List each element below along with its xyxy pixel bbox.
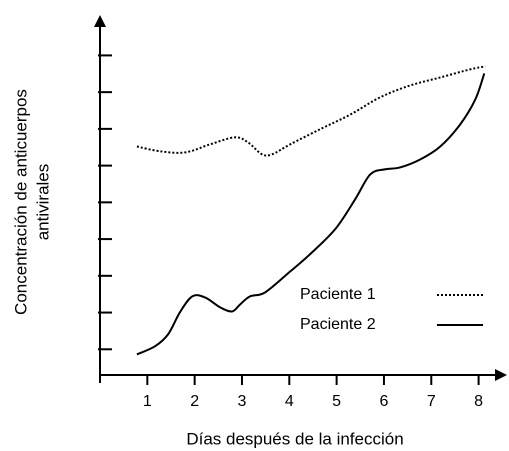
y-axis-arrow (94, 15, 106, 27)
x-tick-label: 7 (427, 393, 436, 410)
legend-label: Paciente 1 (300, 286, 376, 303)
line (136, 65, 486, 157)
x-tick-label: 6 (380, 393, 389, 410)
x-axis-label: Días después de la infección (186, 429, 403, 448)
line (136, 73, 486, 356)
x-tick-label: 5 (332, 393, 341, 410)
x-tick-label: 1 (143, 393, 152, 410)
y-axis-label: antivirales (33, 164, 52, 241)
x-tick-label: 4 (285, 393, 294, 410)
x-axis-arrow (495, 369, 507, 381)
legend-label: Paciente 2 (300, 316, 376, 333)
x-tick-label: 3 (238, 393, 247, 410)
y-axis-label: Concentración de anticuerpos (11, 89, 30, 315)
x-tick-label: 8 (474, 393, 483, 410)
x-tick-label: 2 (190, 393, 199, 410)
